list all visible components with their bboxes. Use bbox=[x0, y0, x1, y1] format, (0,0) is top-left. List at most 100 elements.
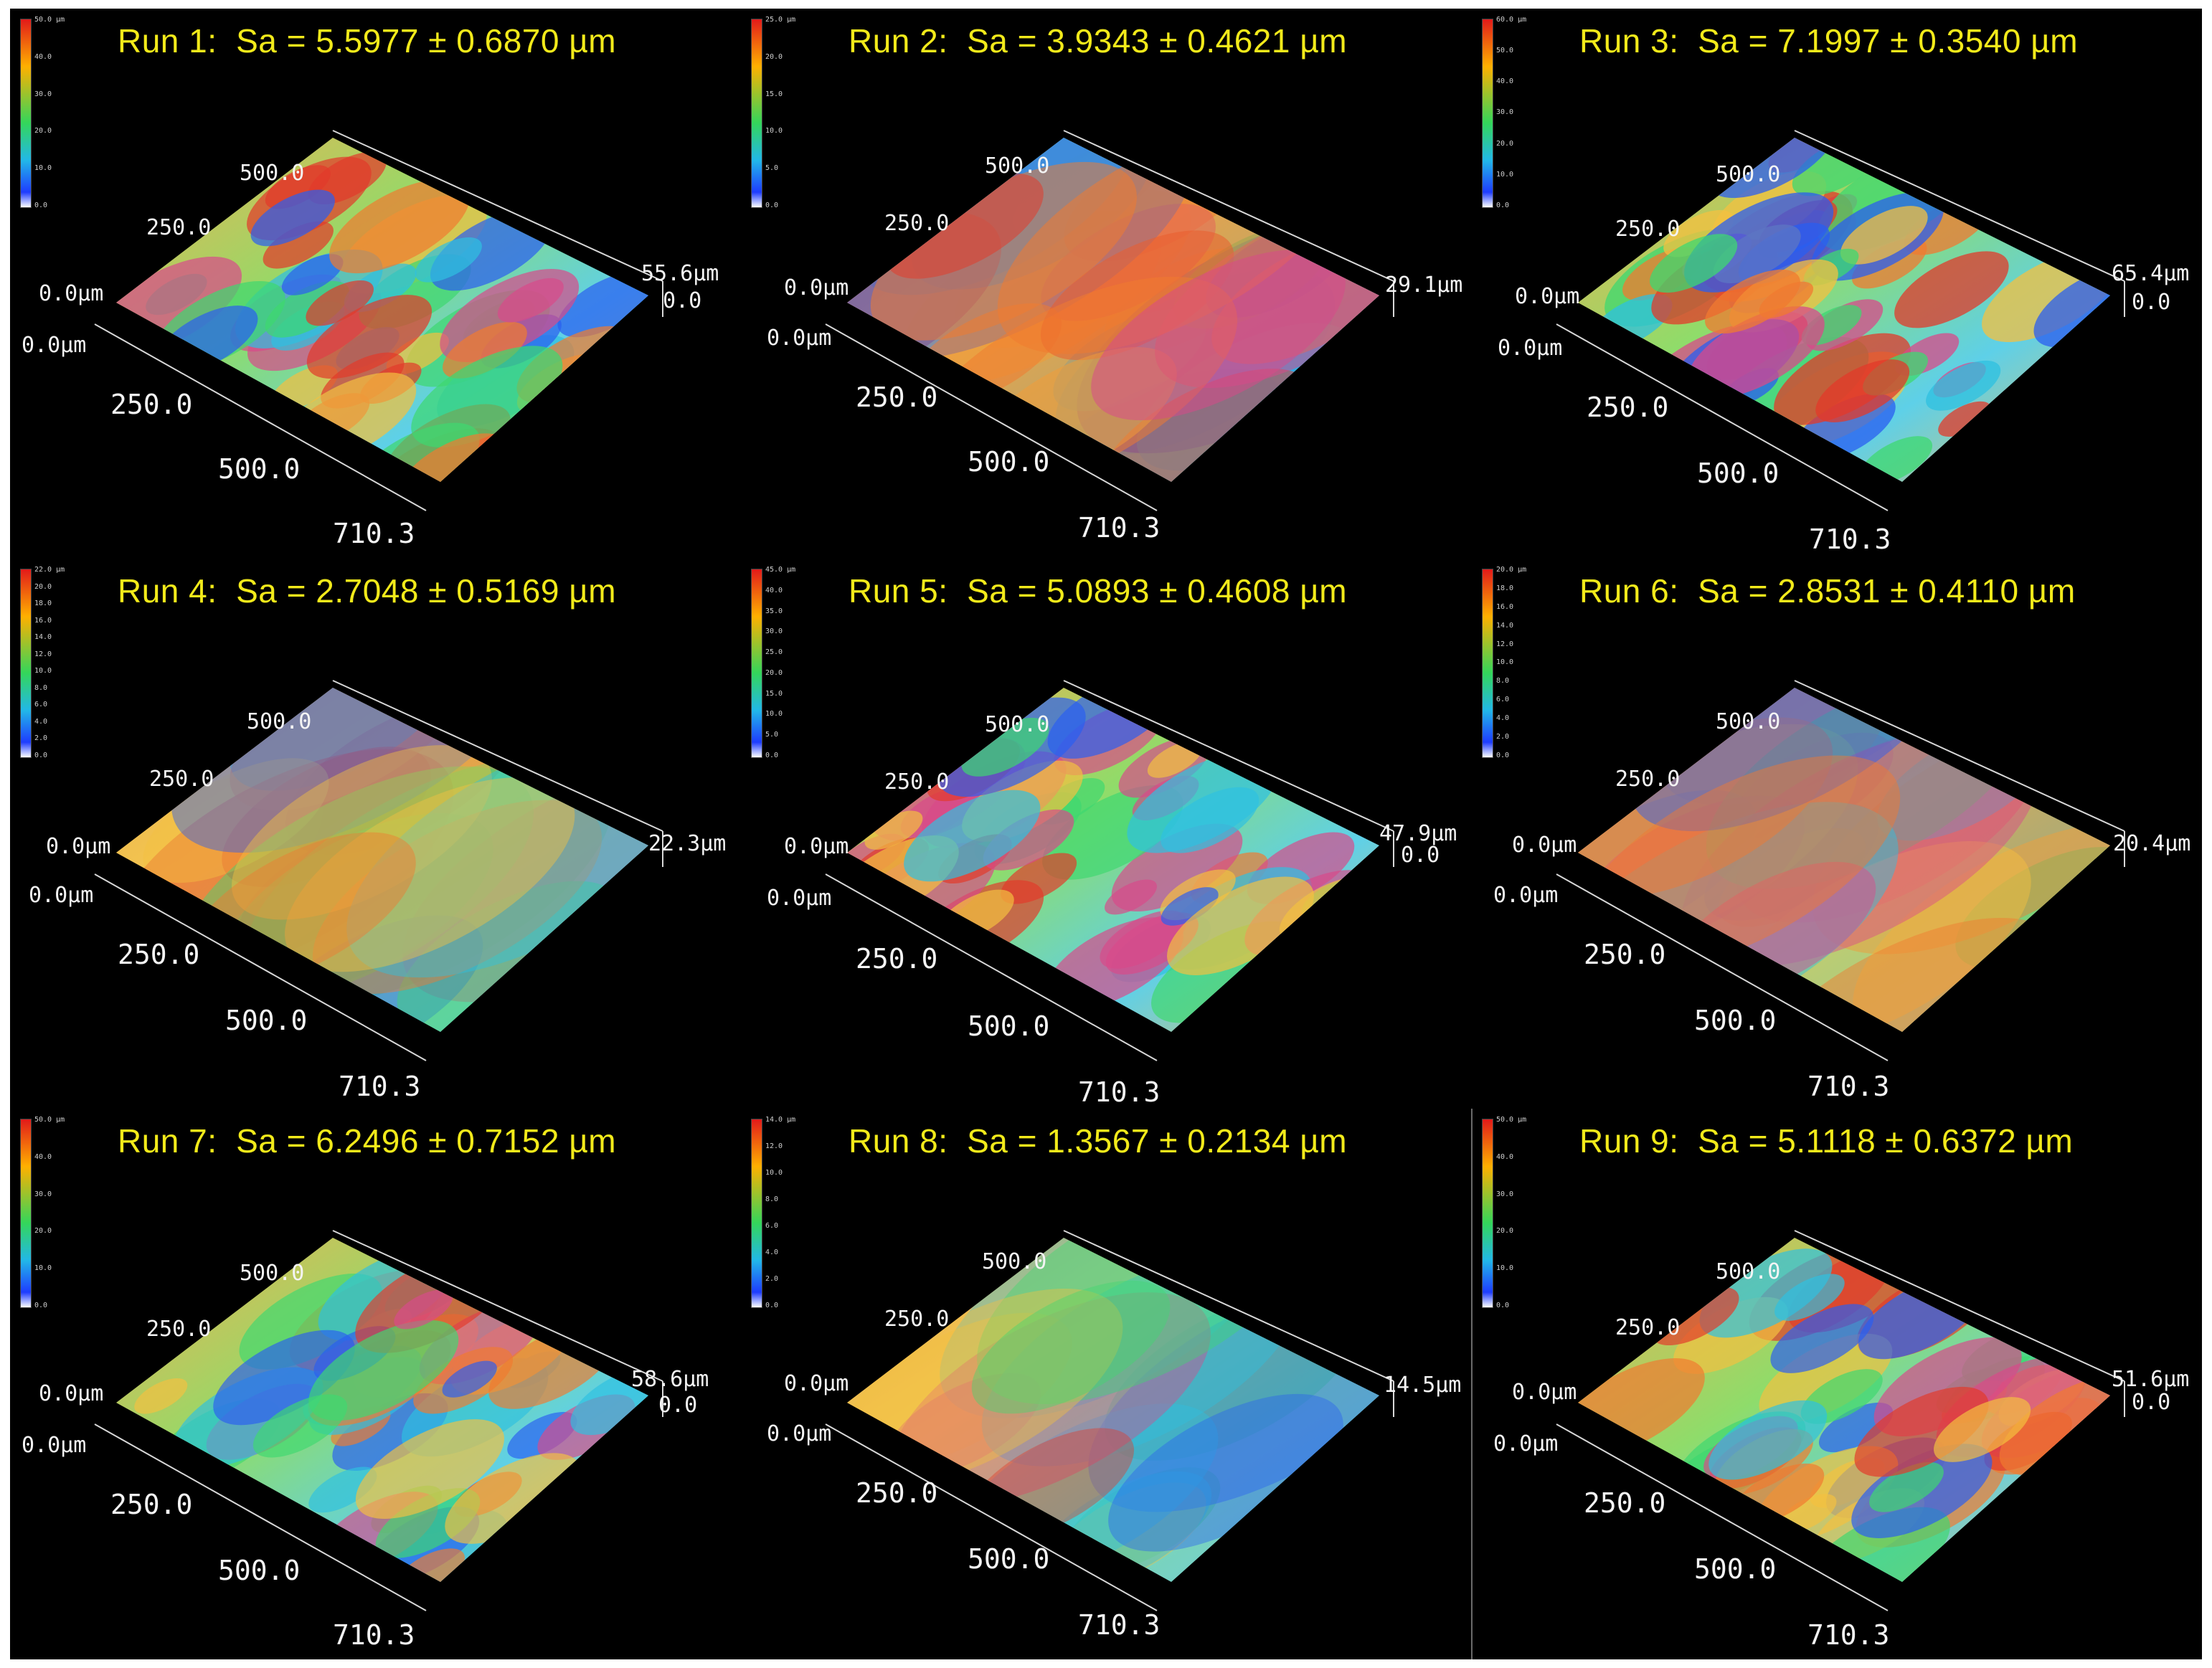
topography-feature bbox=[1651, 1286, 1739, 1346]
surface-base bbox=[1578, 688, 2110, 1032]
scale-label: 50.0 bbox=[1496, 47, 1514, 55]
y-tick-500: 500.0 bbox=[985, 712, 1050, 737]
y-tick-250: 250.0 bbox=[884, 211, 950, 236]
x-tick-0: 0.0µm bbox=[1493, 883, 1559, 908]
scale-label: 20.0 bbox=[765, 668, 783, 677]
z-zero-label: 0.0 bbox=[2132, 290, 2171, 315]
z-zero-label: 0.0 bbox=[663, 288, 702, 313]
x-tick-max: 710.3 bbox=[1078, 1609, 1161, 1641]
y-tick-0: 0.0µm bbox=[784, 275, 849, 300]
topography-feature bbox=[355, 1419, 504, 1520]
z-max-label: 20.4µm bbox=[2113, 831, 2191, 856]
x-axis-line bbox=[825, 1423, 1158, 1611]
topography-feature bbox=[244, 757, 613, 1004]
z-max-label: 47.9µm bbox=[1379, 821, 1457, 846]
scale-label: 30.0 bbox=[1496, 1190, 1514, 1198]
panel-title: Run 8: Sa = 1.3567 ± 0.2134 µm bbox=[849, 1122, 1348, 1160]
y-tick-500: 500.0 bbox=[985, 153, 1050, 179]
color-scale-labels: 60.0 µm 50.0 40.0 30.0 20.0 10.0 0.0 bbox=[1496, 16, 1539, 209]
scale-label: 40.0 bbox=[1496, 1152, 1514, 1161]
topography-feature bbox=[497, 278, 564, 323]
scale-label: 15.0 bbox=[765, 90, 783, 98]
topography-feature bbox=[1001, 853, 1077, 904]
y-tick-250: 250.0 bbox=[146, 215, 212, 240]
y-tick-0: 0.0µm bbox=[46, 834, 111, 859]
x-axis-line bbox=[1556, 323, 1889, 511]
topography-feature bbox=[1854, 1386, 1989, 1477]
z-max-label: 51.6µm bbox=[2112, 1367, 2190, 1392]
topography-feature bbox=[445, 1453, 580, 1544]
scale-label: 0.0 bbox=[34, 751, 48, 759]
x-axis-line bbox=[94, 873, 427, 1061]
topography-feature bbox=[1663, 209, 1734, 257]
x-tick-max: 710.3 bbox=[333, 518, 415, 549]
x-tick-250: 250.0 bbox=[1584, 939, 1666, 970]
z-max-label: 58.6µm bbox=[631, 1367, 709, 1392]
y-tick-500: 500.0 bbox=[240, 161, 305, 186]
back-axis-line bbox=[1794, 130, 2125, 282]
topography-feature bbox=[1630, 688, 1954, 832]
y-tick-500: 500.0 bbox=[240, 1261, 305, 1286]
topography-feature bbox=[1840, 206, 1928, 265]
y-tick-0: 0.0µm bbox=[784, 1371, 849, 1396]
scale-label: 4.0 bbox=[765, 1248, 779, 1256]
scale-label: 30.0 bbox=[34, 90, 52, 98]
scale-label: 10.0 bbox=[1496, 1264, 1514, 1273]
scale-label: 50.0 µm bbox=[34, 1116, 65, 1124]
scale-label: 2.0 bbox=[1496, 733, 1510, 741]
color-scale-labels: 25.0 µm 20.0 15.0 10.0 5.0 0.0 bbox=[765, 16, 808, 209]
scale-label: 20.0 bbox=[1496, 139, 1514, 148]
scale-label: 10.0 bbox=[34, 1264, 52, 1273]
scale-label: 18.0 bbox=[1496, 584, 1514, 592]
topography-feature bbox=[116, 773, 323, 965]
surface-plot bbox=[94, 130, 663, 511]
x-tick-500: 500.0 bbox=[225, 1005, 308, 1036]
back-axis-line bbox=[332, 130, 663, 282]
topography-feature bbox=[1705, 269, 1800, 334]
x-tick-500: 500.0 bbox=[968, 1010, 1050, 1042]
scale-label: 8.0 bbox=[34, 683, 48, 692]
scale-label: 30.0 bbox=[34, 1190, 52, 1198]
scale-label: 22.0 µm bbox=[34, 566, 65, 574]
topography-feature bbox=[847, 1312, 1072, 1467]
color-scale-bar bbox=[20, 1119, 32, 1308]
surface-plot bbox=[825, 130, 1394, 511]
y-tick-250: 250.0 bbox=[884, 1307, 950, 1332]
panel-title: Run 5: Sa = 5.0893 ± 0.4608 µm bbox=[849, 572, 1348, 610]
topography-feature bbox=[1578, 717, 1833, 898]
scale-label: 10.0 bbox=[765, 710, 783, 719]
y-tick-0: 0.0µm bbox=[784, 834, 849, 859]
topography-feature bbox=[402, 760, 648, 1003]
scale-label: 40.0 bbox=[34, 1152, 52, 1161]
topography-feature bbox=[971, 1280, 1171, 1414]
x-tick-0: 0.0µm bbox=[22, 333, 87, 358]
x-tick-250: 250.0 bbox=[856, 382, 938, 413]
x-axis-line bbox=[825, 323, 1158, 511]
x-tick-0: 0.0µm bbox=[767, 886, 832, 911]
z-max-label: 29.1µm bbox=[1385, 273, 1463, 298]
y-tick-500: 500.0 bbox=[982, 1249, 1047, 1274]
surface-plot bbox=[94, 1230, 663, 1611]
z-zero-label: 0.0 bbox=[658, 1393, 698, 1418]
topography-feature bbox=[306, 280, 374, 326]
x-tick-250: 250.0 bbox=[856, 943, 938, 975]
color-scale-bar bbox=[751, 19, 762, 208]
scale-label: 18.0 bbox=[34, 600, 52, 608]
topography-feature bbox=[1108, 1393, 1343, 1552]
surface-topography bbox=[116, 688, 648, 1032]
x-tick-max: 710.3 bbox=[1809, 523, 1891, 555]
y-tick-250: 250.0 bbox=[1615, 767, 1681, 792]
topography-feature bbox=[1681, 726, 2040, 967]
scale-label: 45.0 µm bbox=[765, 566, 796, 574]
color-scale-bar bbox=[1482, 569, 1493, 758]
color-scale-labels: 50.0 µm 40.0 30.0 20.0 10.0 0.0 bbox=[34, 16, 77, 209]
scale-label: 10.0 bbox=[765, 1169, 783, 1177]
color-scale-bar bbox=[751, 1119, 762, 1308]
topography-feature bbox=[1578, 688, 1890, 881]
topography-feature bbox=[1091, 250, 1346, 421]
surface-plot bbox=[1556, 130, 2125, 511]
back-axis-line bbox=[1063, 130, 1394, 282]
topography-feature bbox=[250, 189, 335, 247]
topography-feature bbox=[1161, 887, 1219, 926]
scale-label: 0.0 bbox=[1496, 201, 1510, 209]
